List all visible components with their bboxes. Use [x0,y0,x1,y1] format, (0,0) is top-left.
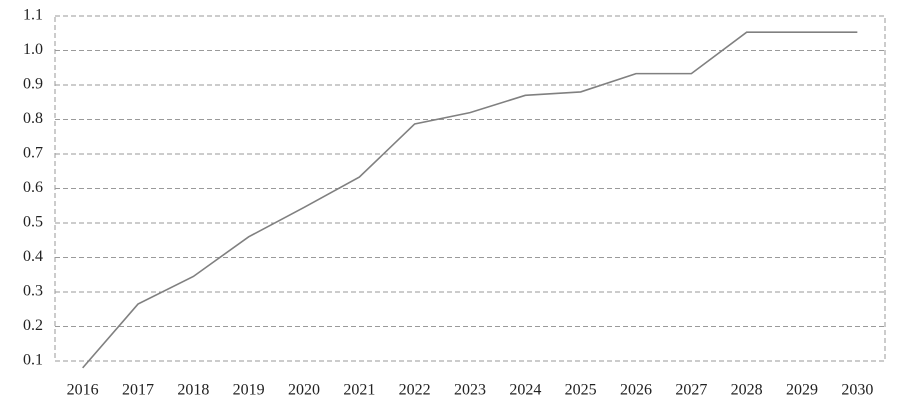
y-tick-label: 0.7 [23,145,43,162]
y-tick-label: 0.2 [23,317,43,334]
y-tick-label: 0.8 [23,110,43,127]
y-tick-label: 0.3 [23,283,43,300]
y-tick-label: 0.9 [23,76,43,93]
x-tick-label: 2023 [454,382,486,399]
data-line [82,31,858,369]
x-tick-label: 2024 [509,382,541,399]
x-tick-label: 2022 [399,382,431,399]
x-tick-label: 2021 [343,382,375,399]
x-tick-label: 2016 [67,382,99,399]
x-tick-label: 2018 [177,382,209,399]
x-tick-label: 2020 [288,382,320,399]
y-tick-label: 1.0 [23,41,43,58]
x-tick-label: 2026 [620,382,652,399]
x-tick-label: 2030 [841,382,873,399]
y-tick-label: 0.1 [23,352,43,369]
x-tick-label: 2028 [731,382,763,399]
y-tick-label: 0.5 [23,214,43,231]
y-tick-label: 0.4 [23,248,43,265]
y-tick-label: 1.1 [23,7,43,24]
x-tick-label: 2025 [565,382,597,399]
x-tick-label: 2027 [675,382,707,399]
x-tick-label: 2029 [786,382,818,399]
x-tick-label: 2019 [233,382,265,399]
y-tick-label: 0.6 [23,179,43,196]
x-tick-label: 2017 [122,382,154,399]
